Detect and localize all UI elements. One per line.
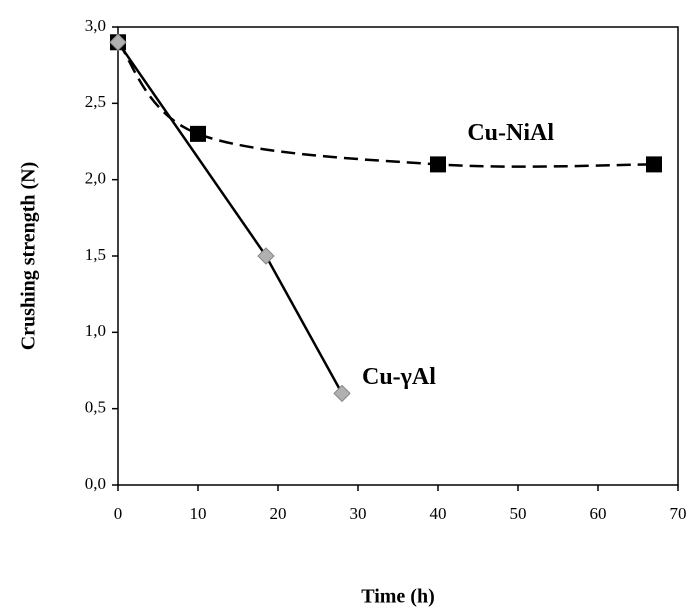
x-tick-label: 0 [114, 504, 123, 523]
y-tick-label: 0,0 [85, 474, 106, 493]
marker [333, 384, 351, 403]
plot-frame [117, 26, 679, 486]
series-line [116, 41, 344, 395]
marker [109, 33, 127, 51]
y-tick-label: 2,5 [85, 92, 106, 111]
y-tick-label: 2,0 [85, 169, 106, 188]
x-tick-label: 70 [670, 504, 687, 523]
y-tick-label: 1,0 [85, 321, 106, 340]
x-tick-label: 60 [590, 504, 607, 523]
marker [257, 247, 275, 265]
x-axis-title: Time (h) [361, 586, 435, 608]
series-line [117, 41, 655, 168]
y-tick-label: 3,0 [85, 16, 106, 35]
x-tick-label: 20 [270, 504, 287, 523]
x-tick-label: 40 [430, 504, 447, 523]
x-tick-label: 50 [510, 504, 527, 523]
x-tick-label: 30 [350, 504, 367, 523]
marker [646, 156, 662, 173]
marker [430, 156, 446, 173]
marker [190, 125, 206, 142]
series-label: Cu-NiAl [467, 120, 554, 146]
y-axis-title: Crushing strength (N) [18, 162, 40, 351]
x-tick-label: 10 [190, 504, 207, 523]
y-tick-label: 0,5 [85, 398, 106, 417]
series-label: Cu-γAl [362, 364, 436, 390]
y-tick-label: 1,5 [85, 245, 106, 264]
